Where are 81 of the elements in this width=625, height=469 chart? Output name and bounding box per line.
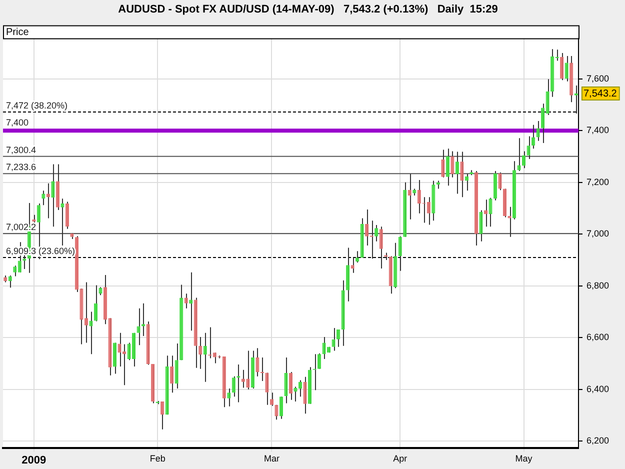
candlestick [270,392,274,406]
text: Price [6,26,30,38]
candlestick [450,150,454,178]
candlestick [198,336,202,370]
candlestick [203,332,207,382]
x-tick-label: May [515,454,533,464]
candlestick [127,342,131,361]
candlestick [284,356,288,404]
y-tick-label: 7,600 [586,73,610,84]
candlestick [227,388,231,407]
candlestick [564,56,568,82]
candlestick [65,201,69,230]
y-tick-label: 6,400 [586,384,610,394]
candlestick [89,311,93,355]
candlestick [160,400,164,430]
candlestick [464,174,468,192]
candlestick [94,284,98,322]
candlestick [170,355,174,394]
candlestick [350,257,354,274]
x-tick-label: 2009 [22,454,46,466]
candlestick [408,174,412,220]
y-tick-label: 7,200 [586,176,610,187]
candlestick [256,348,260,377]
candlestick [508,206,512,238]
candlestick [365,208,369,246]
x-tick-label: Mar [264,454,280,464]
candlestick [532,124,536,150]
candlestick [60,198,64,246]
candlestick [536,120,540,142]
candlestick [455,151,459,194]
candlestick [241,369,245,388]
candlestick [460,151,464,198]
y-tick-label: 6,600 [586,332,610,342]
x-tick-label: Feb [150,454,166,464]
candlestick [479,210,483,242]
candlestick [232,376,236,398]
candlestick [8,274,12,288]
y-tick-label: 7,000 [586,228,610,239]
candlestick [446,148,450,186]
candlestick [13,265,17,277]
candlestick [398,236,402,272]
candlestick [517,138,521,172]
candlestick [356,250,360,264]
x-tick-label: Apr [393,454,408,464]
candlestick [279,396,284,420]
ref-line-label: 7,233.6 [6,162,36,172]
candlestick [526,136,530,160]
ref-line-label: 7,300.4 [6,144,36,155]
candlestick [288,371,293,400]
chart-title: AUDUSD - Spot FX AUD/USD (14-MAY-09) 7,543.2 (+0.13%) Daily 15:29 [118,4,498,16]
y-tick-label: 7,400 [586,125,610,136]
candlestick [488,197,492,228]
candlestick [84,282,88,344]
candlestick [274,404,278,420]
candlestick [51,164,55,228]
candlestick [46,182,50,219]
candlestick [298,380,302,398]
candlestick [322,336,326,360]
candlestick [560,52,564,81]
candlestick [246,350,250,390]
candlestick [417,179,421,214]
candlestick [332,328,336,352]
candlestick [174,343,178,390]
ref-line-label: 7,472 (38.20%) [6,100,68,110]
candlestick [374,224,378,242]
ref-line-label: 7,400 [6,118,29,128]
candlestick [336,329,340,348]
candlestick [522,150,526,169]
candlestick [303,376,307,414]
candlestick [265,372,269,406]
candlestick [498,172,502,191]
candlestick [426,196,430,226]
y-tick-label: 6,200 [586,436,610,446]
candlestick [42,190,46,206]
candlestick [493,170,498,201]
candlestick [136,308,140,346]
text: 7,543.2 [583,88,618,100]
candlestick [441,149,445,178]
y-tick-label: 6,800 [586,280,610,290]
candlestick [184,293,188,309]
candlestick [379,226,383,269]
